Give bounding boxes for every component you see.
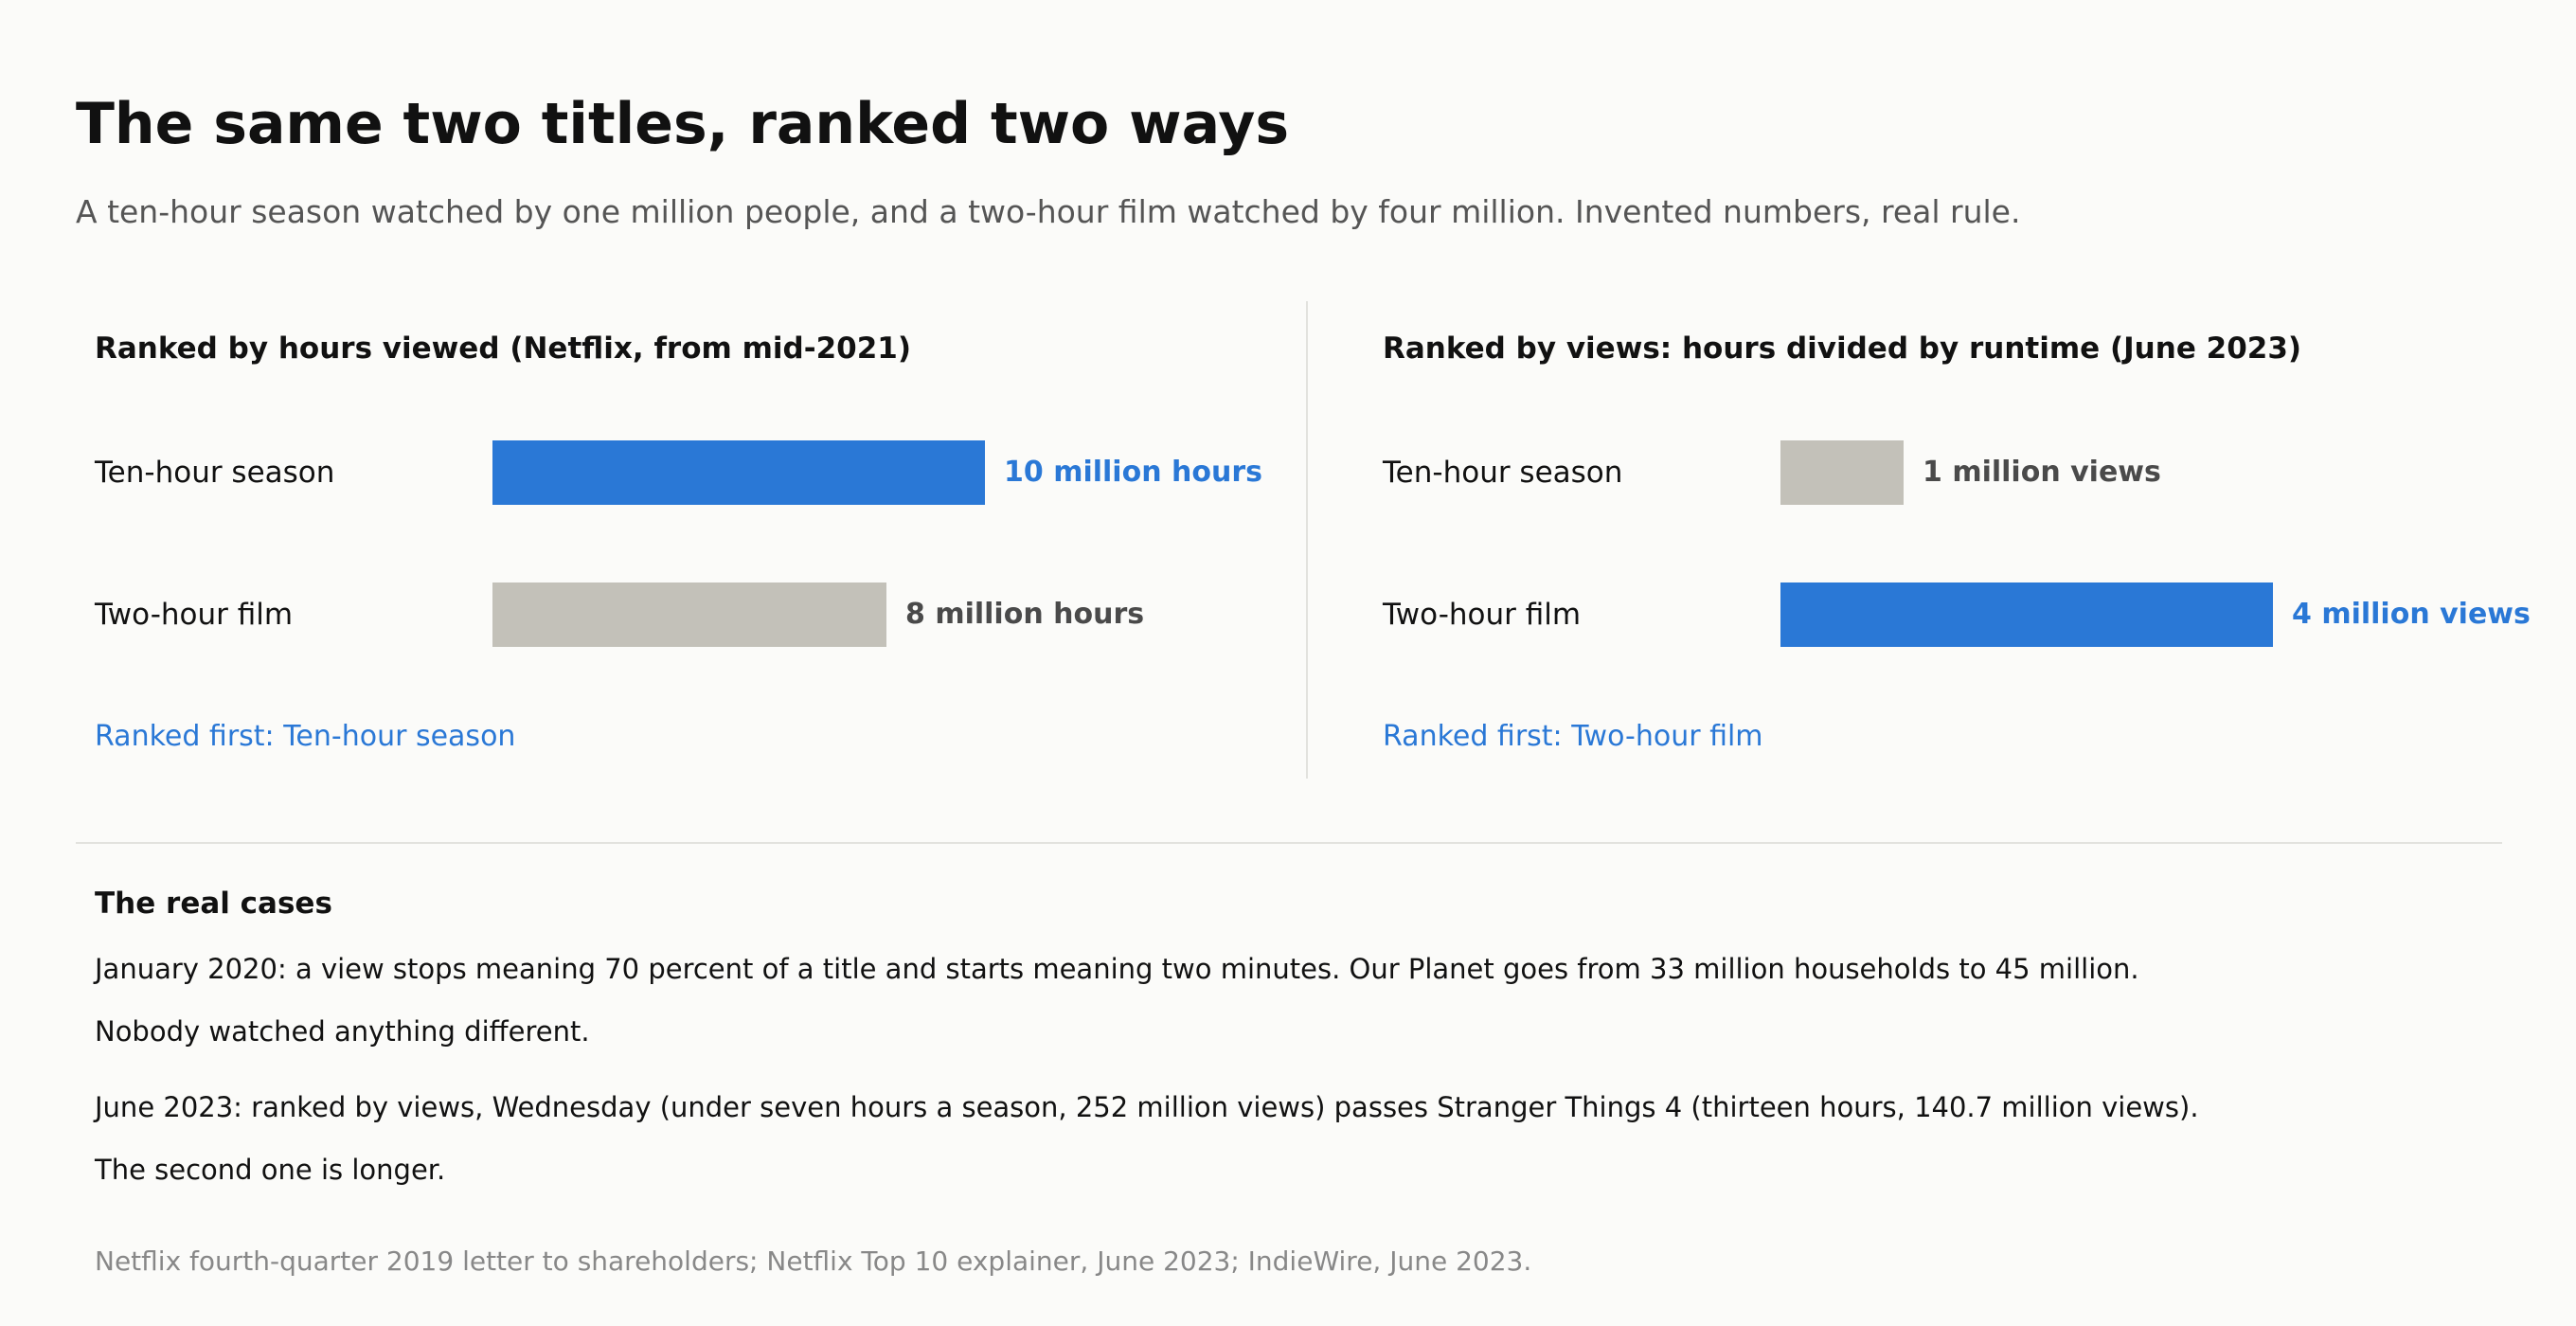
real-cases-heading: The real cases — [95, 887, 332, 921]
views-panel: Ranked by views: hours divided by runtim… — [1383, 303, 2576, 777]
hours-viewed-ranked-first: Ranked first: Ten-hour season — [95, 720, 516, 753]
hours-viewed-category-label-ten-hour-season: Ten-hour season — [95, 456, 335, 490]
views-category-label-two-hour-film: Two-hour film — [1383, 598, 1582, 632]
panel-divider — [1306, 301, 1308, 779]
real-case-2020-line: Nobody watched anything different. — [95, 1015, 590, 1048]
hours-viewed-bar-ten-hour-season — [492, 440, 985, 505]
real-case-2023-line: The second one is longer. — [95, 1154, 446, 1186]
views-bar-ten-hour-season — [1780, 440, 1904, 505]
real-case-2023: June 2023: ranked by views, Wednesday (u… — [95, 1076, 2500, 1201]
hours-viewed-category-label-two-hour-film: Two-hour film — [95, 598, 294, 632]
views-value-label-ten-hour-season: 1 million views — [1923, 456, 2161, 489]
hours-viewed-value-label-two-hour-film: 8 million hours — [905, 598, 1145, 631]
section-divider — [76, 842, 2502, 844]
real-case-2020-line: January 2020: a view stops meaning 70 pe… — [95, 953, 2139, 985]
views-category-label-ten-hour-season: Ten-hour season — [1383, 456, 1623, 490]
page-subtitle: A ten-hour season watched by one million… — [76, 193, 2021, 230]
hours-viewed-chart-title: Ranked by hours viewed (Netflix, from mi… — [95, 332, 912, 366]
real-case-2020: January 2020: a view stops meaning 70 pe… — [95, 938, 2500, 1063]
hours-viewed-value-label-ten-hour-season: 10 million hours — [1004, 456, 1262, 489]
hours-viewed-bar-two-hour-film — [492, 582, 886, 647]
page-title: The same two titles, ranked two ways — [76, 91, 1290, 157]
source-note: Netflix fourth-quarter 2019 letter to sh… — [95, 1245, 1532, 1277]
views-ranked-first: Ranked first: Two-hour film — [1383, 720, 1763, 753]
real-case-2023-line: June 2023: ranked by views, Wednesday (u… — [95, 1091, 2199, 1123]
hours-viewed-panel: Ranked by hours viewed (Netflix, from mi… — [95, 303, 1326, 777]
views-value-label-two-hour-film: 4 million views — [2292, 598, 2531, 631]
views-bar-two-hour-film — [1780, 582, 2273, 647]
views-chart-title: Ranked by views: hours divided by runtim… — [1383, 332, 2302, 366]
